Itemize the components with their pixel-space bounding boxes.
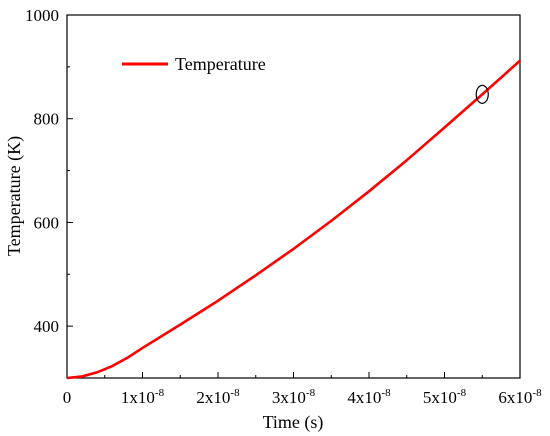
plot-area [66, 14, 521, 379]
y-tick-label: 1000 [25, 6, 59, 25]
x-axis-title: Time (s) [263, 412, 324, 433]
series-line-temperature [66, 59, 521, 380]
annotation-marker [475, 84, 489, 104]
series-layer [66, 59, 521, 380]
legend: Temperature [122, 54, 266, 74]
plot-frame [66, 14, 521, 379]
legend-label: Temperature [175, 54, 266, 74]
y-axis-title: Temperature (K) [4, 136, 25, 256]
x-tick-label: 2x10-8 [196, 387, 240, 407]
y-axis: 400 600 800 1000 [25, 6, 73, 379]
x-axis: 0 1x10-8 2x10-8 3x10-8 4x10-8 5x10-8 6x10-8 [63, 372, 542, 407]
x-tick-label: 3x10-8 [272, 387, 316, 407]
x-tick-label: 6x10-8 [498, 387, 542, 407]
y-tick-label: 600 [34, 213, 60, 232]
annotation-layer [475, 84, 489, 104]
y-tick-label: 400 [34, 317, 60, 336]
y-tick-label: 800 [34, 110, 60, 129]
x-tick-label: 0 [63, 388, 72, 407]
x-tick-label: 1x10-8 [121, 387, 165, 407]
x-tick-label: 4x10-8 [347, 387, 391, 407]
x-tick-label: 5x10-8 [423, 387, 467, 407]
